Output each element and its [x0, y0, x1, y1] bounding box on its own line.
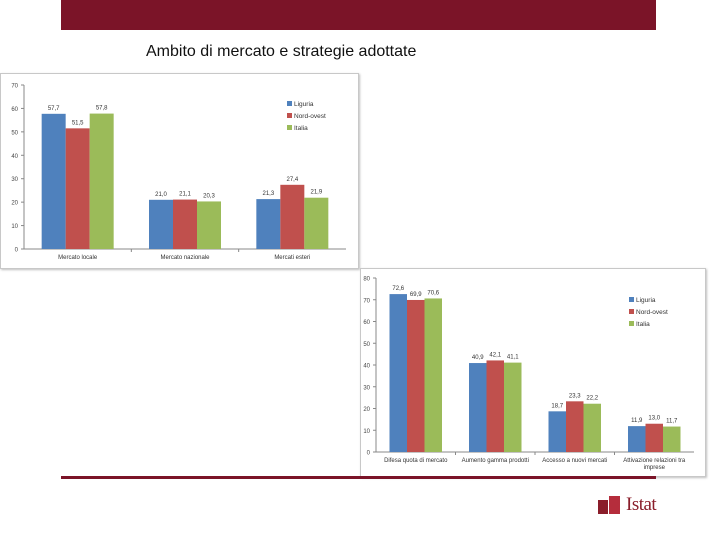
header-bar	[61, 0, 656, 30]
x-tick-label: imprese	[644, 465, 666, 471]
data-label: 57,8	[96, 106, 108, 112]
y-tick-label: 0	[367, 451, 371, 457]
bar	[469, 363, 487, 452]
bar	[389, 294, 407, 452]
bar	[280, 184, 305, 249]
data-label: 20,3	[203, 193, 215, 199]
legend-label: Italia	[294, 125, 308, 132]
bar	[65, 128, 90, 249]
x-tick-label: Accesso a nuovi mercati	[542, 458, 607, 464]
x-tick-label: Mercato locale	[58, 255, 98, 261]
y-tick-label: 0	[15, 248, 19, 254]
legend-label: Liguria	[294, 101, 314, 108]
data-label: 72,6	[392, 286, 404, 292]
bar	[304, 197, 329, 249]
legend-label: Nord-ovest	[636, 309, 668, 316]
bar	[663, 426, 681, 452]
data-label: 57,7	[48, 106, 60, 112]
legend-swatch	[629, 309, 634, 314]
y-tick-label: 20	[11, 201, 18, 207]
bar	[256, 199, 281, 249]
bar	[583, 403, 601, 452]
legend-label: Nord-ovest	[294, 113, 326, 120]
data-label: 21,9	[310, 190, 322, 196]
data-label: 23,3	[569, 393, 581, 399]
chart-strategies: 0 10 20 30 40 50 60 70 80 72,6 69,9 70,6 Difesa quot…	[360, 268, 706, 477]
legend-label: Italia	[636, 321, 650, 328]
legend-swatch	[287, 113, 292, 118]
y-tick-label: 30	[11, 177, 18, 183]
bar	[424, 298, 442, 452]
data-label: 42,1	[489, 352, 501, 358]
legend-swatch	[287, 101, 292, 106]
y-tick-label: 10	[363, 429, 370, 435]
y-tick-label: 70	[363, 298, 370, 304]
data-label: 51,5	[72, 120, 84, 126]
x-tick-label: Mercati esteri	[274, 255, 310, 261]
data-label: 11,7	[666, 419, 678, 425]
x-tick-label: Attivazione relazioni tra	[623, 458, 686, 464]
istat-logo-text: Istat	[626, 494, 657, 515]
data-label: 70,6	[427, 290, 439, 296]
y-tick-label: 40	[11, 154, 18, 160]
legend-label: Liguria	[636, 297, 656, 304]
x-tick-label: Difesa quota di mercato	[384, 458, 448, 464]
chart-strategies-svg: 0 10 20 30 40 50 60 70 80 72,6 69,9 70,6 Difesa quot…	[363, 277, 694, 471]
slide-title: Ambito di mercato e strategie adottate	[146, 43, 417, 60]
bar	[486, 360, 504, 452]
data-label: 41,1	[507, 355, 519, 361]
data-label: 18,7	[551, 403, 563, 409]
data-label: 21,3	[262, 191, 274, 197]
chart-market-scope: 0 10 20 30 40 50 60 70 57,7 51,5 57,8 Mercato local…	[0, 73, 359, 269]
y-tick-label: 50	[363, 342, 370, 348]
y-tick-label: 50	[11, 130, 18, 136]
bar	[197, 201, 221, 249]
y-tick-label: 80	[363, 277, 370, 283]
footer-line	[61, 476, 656, 479]
chart-market-scope-svg: 0 10 20 30 40 50 60 70 57,7 51,5 57,8 Mercato local…	[11, 84, 346, 261]
legend-swatch	[629, 297, 634, 302]
bar	[548, 411, 566, 452]
y-tick-label: 60	[363, 320, 370, 326]
data-label: 69,9	[410, 292, 422, 298]
bar	[173, 199, 197, 249]
y-tick-label: 60	[11, 107, 18, 113]
legend-swatch	[287, 125, 292, 130]
bar	[149, 199, 173, 249]
bar	[566, 401, 584, 452]
y-tick-label: 70	[11, 84, 18, 90]
data-label: 21,1	[179, 192, 191, 198]
x-tick-label: Mercato nazionale	[160, 255, 210, 261]
istat-logo-icon	[598, 496, 620, 514]
y-tick-label: 30	[363, 385, 370, 391]
data-label: 27,4	[286, 177, 298, 183]
data-label: 13,0	[648, 416, 660, 422]
bar	[628, 426, 646, 452]
y-tick-label: 20	[363, 407, 370, 413]
bar	[504, 362, 522, 452]
data-label: 11,9	[631, 418, 643, 424]
data-label: 40,9	[472, 355, 484, 361]
bar	[41, 113, 66, 249]
bar	[89, 113, 114, 249]
y-tick-label: 10	[11, 224, 18, 230]
bar	[645, 423, 663, 452]
data-label: 21,0	[155, 192, 167, 198]
data-label: 22,2	[586, 396, 598, 402]
legend-swatch	[629, 321, 634, 326]
bar	[407, 299, 425, 452]
y-tick-label: 40	[363, 364, 370, 370]
x-tick-label: Aumento gamma prodotti	[462, 458, 529, 464]
